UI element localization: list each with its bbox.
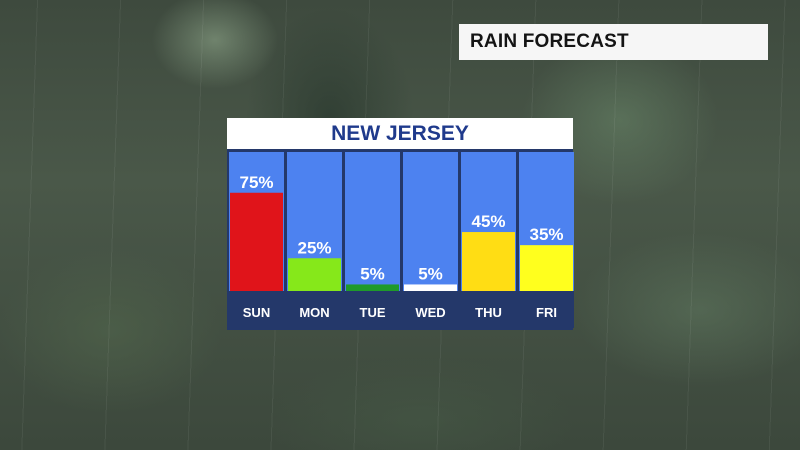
bar-fri [520, 245, 573, 291]
bar-thu [462, 232, 515, 291]
chart-title-text: NEW JERSEY [331, 121, 469, 145]
day-label-strip [229, 291, 284, 328]
category-label: THU [475, 305, 502, 320]
category-label: MON [299, 305, 329, 320]
bar-tue [346, 284, 399, 291]
day-label-strip [519, 291, 574, 328]
category-label: TUE [360, 305, 386, 320]
bar-mon [288, 258, 341, 291]
category-label: SUN [243, 305, 270, 320]
day-label-strip [345, 291, 400, 328]
day-label-strip [287, 291, 342, 328]
bar-wed [404, 284, 457, 291]
value-label: 5% [418, 264, 443, 283]
value-label: 35% [529, 225, 563, 244]
column-background [345, 152, 400, 291]
value-label: 75% [239, 173, 273, 192]
rain-forecast-header: RAIN FORECAST [459, 24, 768, 60]
chart-title: NEW JERSEY [227, 118, 573, 149]
bar-sun [230, 192, 283, 291]
category-label: FRI [536, 305, 557, 320]
value-label: 5% [360, 264, 385, 283]
day-label-strip [403, 291, 458, 328]
day-label-strip [461, 291, 516, 328]
header-label: RAIN FORECAST [470, 31, 629, 52]
value-label: 45% [471, 212, 505, 231]
column-background [403, 152, 458, 291]
category-label: WED [415, 305, 445, 320]
value-label: 25% [297, 238, 331, 257]
